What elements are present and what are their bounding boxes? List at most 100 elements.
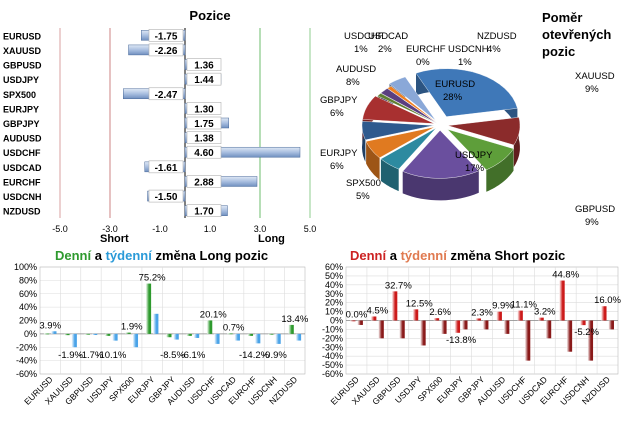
- pie-label-spx500: SPX500: [346, 178, 381, 189]
- category-label-xauusd: XAUUSD: [3, 46, 42, 56]
- y-tick-label: 40%: [19, 302, 37, 312]
- short-title-rest: změna Short pozic: [446, 248, 566, 263]
- pie-value-usdcnh: 1%: [458, 57, 472, 68]
- y-tick-label: -40%: [16, 356, 37, 366]
- value-box-usdcnh: [148, 189, 184, 203]
- y-tick-label: 0%: [330, 316, 343, 326]
- pie-slice-audusd: [362, 95, 435, 124]
- value-box-eurjpy: [186, 102, 222, 115]
- daily-bar-usdjpy: [412, 309, 419, 321]
- pie-value-audusd: 8%: [346, 77, 360, 88]
- weekly-bar-eurjpy: [462, 320, 468, 330]
- y-tick-label: -50%: [322, 360, 343, 370]
- pie-title-line2: otevřených: [542, 27, 611, 42]
- value-label-gbpjpy: 1.75: [194, 119, 214, 130]
- value-label-audusd: 1.38: [194, 134, 214, 145]
- data-label-eurjpy: -13.8%: [446, 335, 477, 346]
- weekly-bar-nzdusd: [295, 333, 302, 341]
- pie-side-gbpjpy: [362, 121, 366, 162]
- daily-bar-usdcnh: [268, 333, 274, 335]
- daily-bar-usdchf: [206, 320, 213, 334]
- data-label-usdjpy: -10.1%: [96, 350, 127, 361]
- y-tick-label: 60%: [325, 262, 343, 272]
- pie-slice-usdcad: [380, 88, 438, 124]
- short-change-svg: 60%50%40%30%20%10%0%-10%-20%-30%-40%-50%…: [322, 262, 622, 407]
- pie-value-spx500: 5%: [356, 191, 370, 202]
- category-label-usdcnh: USDCNH: [3, 192, 42, 202]
- daily-bar-eurchf: [247, 333, 254, 336]
- pie-side-eurjpy: [366, 141, 380, 180]
- y-tick-label: 60%: [19, 289, 37, 299]
- pie-slice-usdchf: [377, 93, 437, 124]
- data-label-xauusd: 4.5%: [367, 305, 389, 316]
- daily-bar-nzdusd: [601, 306, 607, 321]
- weekly-bar-usdjpy: [112, 333, 118, 341]
- category-label-spx500: SPX500: [3, 90, 36, 100]
- category-label-eurchf: EURCHF: [3, 177, 41, 187]
- value-label-eurchf: 2.88: [194, 177, 214, 188]
- pie-value-usdcad: 2%: [378, 44, 392, 55]
- category-label-usdchf: USDCHF: [3, 148, 41, 158]
- weekly-bar-gbpjpy: [173, 333, 179, 340]
- pie-label-usdjpy: USDJPY: [455, 150, 493, 161]
- pie-slice-eurusd: [415, 68, 518, 117]
- pie-value-gbpjpy: 6%: [330, 108, 344, 119]
- pie-side-xauusd: [513, 117, 520, 167]
- pie-chart-svg: XAUUSD 9% GBPUSD 9% USDJPY 17% SPX500 5% EURJPY 6…: [320, 10, 615, 228]
- daily-bar-gbpusd: [84, 333, 90, 335]
- y-tick-label: 10%: [325, 307, 343, 317]
- short-title-and: a: [386, 248, 401, 263]
- value-box-eurusd: [148, 29, 184, 42]
- x-tick-label: -3.0: [102, 224, 118, 234]
- weekly-bar-usdchf: [524, 320, 531, 361]
- pie-title-line3: pozic: [542, 44, 575, 59]
- category-label-gbpusd: GBPUSD: [3, 61, 42, 71]
- short-label: Short: [100, 233, 129, 245]
- x-tick-label: 3.0: [254, 224, 267, 234]
- pie-value-usdchf: 1%: [354, 44, 368, 55]
- weekly-bar-eurchf: [255, 333, 261, 344]
- pie-slice-xauusd: [447, 117, 521, 146]
- daily-bar-spx500: [433, 318, 440, 321]
- pie-value-nzdusd: 4%: [487, 44, 501, 55]
- weekly-bar-usdcad: [234, 333, 240, 341]
- pie-label-eurusd: EURUSD: [435, 79, 475, 90]
- daily-bar-eurjpy: [145, 283, 152, 334]
- pie-side-spx500: [380, 158, 399, 192]
- data-label-eurjpy: 75.2%: [139, 273, 166, 284]
- y-tick-label: -10%: [322, 324, 343, 334]
- y-tick-label: 100%: [14, 262, 37, 272]
- value-label-usdcnh: -1.50: [155, 192, 178, 203]
- weekly-bar-gbpjpy: [483, 320, 489, 330]
- weekly-bar-usdcnh: [275, 333, 281, 344]
- long-title-rest: změna Long pozic: [151, 248, 269, 263]
- value-box-gbpusd: [186, 58, 222, 71]
- x-tick-label: -1.0: [152, 224, 168, 234]
- pie-side-usdjpy: [402, 170, 479, 201]
- value-box-nzdusd: [186, 204, 222, 217]
- data-label-audusd: 9.9%: [492, 301, 514, 312]
- daily-bar-gbpusd: [391, 291, 398, 321]
- pie-label-nzdusd: NZDUSD: [477, 31, 517, 42]
- daily-bar-gbpjpy: [475, 318, 481, 321]
- data-label-usdchf: 11.1%: [511, 300, 538, 311]
- y-tick-label: -40%: [322, 351, 343, 361]
- category-label-nzdusd: NZDUSD: [3, 207, 41, 217]
- positions-title: Pozice: [189, 8, 230, 23]
- daily-bar-usdjpy: [105, 333, 111, 336]
- pie-slice-eurjpy: [365, 126, 435, 159]
- pie-slice-spx500: [380, 127, 437, 170]
- daily-bar-xauusd: [64, 333, 70, 336]
- short-change-chart: Denní a týdenní změna Short pozic 60% 50%…: [312, 245, 625, 419]
- weekly-bar-xauusd: [378, 320, 384, 339]
- y-tick-label: 40%: [325, 280, 343, 290]
- y-tick-label: 20%: [19, 316, 37, 326]
- data-label-gbpjpy: 2.3%: [471, 307, 493, 318]
- plot-frame: [39, 266, 306, 375]
- data-label-audusd: -6.1%: [180, 350, 205, 361]
- long-title: Denní a týdenní změna Long pozic: [55, 248, 268, 263]
- daily-bar-usdcad: [538, 317, 544, 321]
- long-title-daily: Denní: [55, 248, 92, 263]
- data-label-nzdusd: 16.0%: [594, 295, 621, 306]
- y-tick-label: -20%: [322, 333, 343, 343]
